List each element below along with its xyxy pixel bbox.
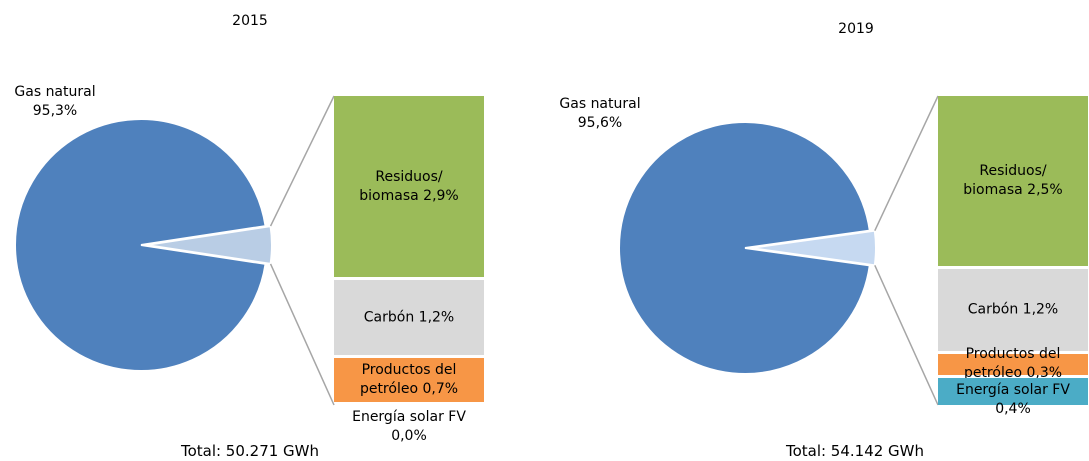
segment-label: Residuos/ biomasa 2,5% [938, 162, 1088, 200]
connector-line [269, 95, 335, 227]
segment-label: Energía solar FV 0,4% [938, 381, 1088, 419]
total-note-text: Total: 54.142 GWh [785, 442, 925, 460]
segment-label: Energía solar FV 0,0% [334, 408, 484, 446]
pie-slice-other [145, 224, 273, 266]
segment-label-part: 0,4% [995, 400, 1031, 417]
pie-label: Gas natural 95,3% [0, 83, 110, 121]
pie-label-part: Gas natural [559, 96, 641, 112]
bar-segment: Residuos/ biomasa 2,5% [938, 96, 1088, 267]
segment-label-part: Productos del petróleo [359, 362, 457, 398]
pie-slice [14, 118, 267, 372]
segment-label-part: 0,3% [1026, 365, 1063, 382]
chart-title-text: 2019 [838, 21, 874, 37]
pie-slice [618, 121, 871, 375]
bar-segment: Productos del petróleo 0,3% [938, 346, 1088, 381]
bar-segment: Carbón 1,2% [938, 269, 1088, 352]
total-note-text: Total: 50.271 GWh [180, 442, 320, 460]
segment-label: Productos del petróleo 0,7% [334, 361, 484, 399]
bar-segment: Productos del petróleo 0,7% [334, 358, 484, 402]
segment-label: Carbón 1,2% [938, 301, 1088, 320]
segment-label-part: 0,0% [391, 428, 427, 444]
segment-label-part: Carbón [967, 301, 1019, 318]
segment-label-part: Energía solar FV [956, 381, 1070, 398]
segment-label-part: 2,5% [1027, 182, 1063, 199]
pie-slice-other [749, 229, 877, 267]
chart-title-text: 2015 [232, 13, 268, 29]
segment-label: Residuos/ biomasa 2,9% [334, 168, 484, 206]
chart-title: 2015 [190, 12, 310, 31]
segment-label: Productos del petróleo 0,3% [938, 345, 1088, 383]
chart-title: 2019 [796, 20, 916, 39]
pie-label-part: Gas natural [14, 84, 96, 100]
total-note: Total: 50.271 GWh [120, 442, 380, 461]
connector-line [874, 265, 939, 406]
total-note: Total: 54.142 GWh [725, 442, 985, 461]
bar-segment: Energía solar FV 0,4% [938, 377, 1088, 417]
pie-label: Gas natural 95,6% [545, 95, 655, 133]
pie-label-part: 95,3% [32, 103, 78, 119]
segment-label-part: 1,2% [1022, 301, 1059, 318]
segment-label-part: Productos del petróleo [963, 346, 1061, 382]
segment-label-part: Energía solar FV [352, 409, 466, 425]
bar-segment: Carbón 1,2% [334, 280, 484, 356]
segment-label-part: Residuos/ biomasa [963, 163, 1047, 199]
segment-label-part: 1,2% [418, 309, 455, 326]
connector-line [269, 263, 335, 406]
connector-line [874, 95, 939, 231]
segment-label-part: Residuos/ biomasa [359, 168, 443, 204]
segment-label: Carbón 1,2% [334, 308, 484, 327]
segment-label-part: 0,7% [422, 381, 459, 398]
segment-label-part: 2,9% [423, 187, 459, 204]
pie-label-part: 95,6% [577, 115, 623, 131]
segment-label-part: Carbón [363, 309, 415, 326]
bar-segment: Residuos/ biomasa 2,9% [334, 96, 484, 278]
